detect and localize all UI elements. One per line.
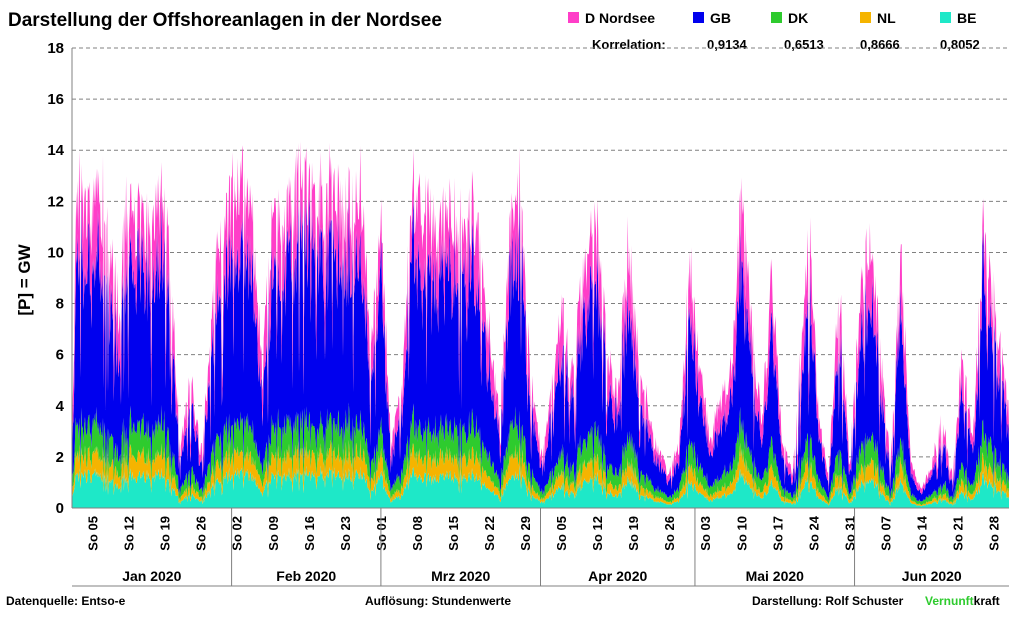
y-tick-label: 6 [56,347,64,364]
legend-item: GB [693,10,731,26]
y-axis-label: [P] = GW [15,243,34,315]
x-tick-label: So 22 [482,516,497,551]
series-area-gb [72,184,1009,502]
legend-swatch [568,12,579,23]
brand-part-kraft: kraft [974,594,1000,608]
x-tick-label: So 28 [987,516,1002,551]
footer-brand: Vernunftkraft [925,594,1000,608]
stacked-areas [72,141,1009,508]
month-labels: Jan 2020 Feb 2020 Mrz 2020 Apr 2020 Mai 2020… [122,508,962,586]
x-tick-labels: So 05 So 12 So 19 So 26 So 02 So 09 So 16 So 23… [86,515,1002,550]
legend-label: D Nordsee [585,10,655,26]
y-tick-label: 12 [47,193,64,210]
y-tick-label: 10 [47,244,64,261]
y-tick-label: 14 [47,142,64,159]
footer-author: Darstellung: Rolf Schuster [752,594,904,608]
month-label: Feb 2020 [276,568,336,584]
legend-swatch [940,12,951,23]
legend-swatch [693,12,704,23]
footer-resolution: Auflösung: Stundenwerte [365,594,511,608]
month-label: Jun 2020 [902,568,962,584]
x-tick-label: So 17 [770,516,785,551]
x-tick-label: So 05 [86,516,101,551]
series-area-dk [72,402,1009,506]
x-tick-label: So 24 [806,515,821,550]
legend: D Nordsee GB DK NL BE Korrelation: 0,9134 0,… [568,10,980,52]
month-label: Jan 2020 [122,568,181,584]
x-tick-label: So 02 [230,516,245,551]
x-tick-label: So 19 [626,516,641,551]
series-area-d-nordsee [72,141,1009,495]
month-label: Mrz 2020 [431,568,490,584]
correlation-value-dk: 0,6513 [784,37,824,52]
x-tick-label: So 05 [554,516,569,551]
month-label: Mai 2020 [746,568,805,584]
legend-label: NL [877,10,896,26]
legend-item: DK [771,10,808,26]
legend-swatch [771,12,782,23]
chart-title: Darstellung der Offshoreanlagen in der N… [8,10,442,31]
x-tick-label: So 29 [518,516,533,551]
x-tick-label: So 09 [266,516,281,551]
legend-swatch [860,12,871,23]
correlation-value-nl: 0,8666 [860,37,900,52]
legend-label: DK [788,10,808,26]
x-tick-label: So 26 [194,516,209,551]
brand-part-vernunft: Vernunft [925,594,974,608]
y-tick-label: 16 [47,91,64,108]
x-tick-label: So 14 [914,515,929,550]
legend-item: BE [940,10,976,26]
x-tick-label: So 12 [122,516,137,551]
x-tick-label: So 15 [446,516,461,551]
series-area-nl [72,438,1009,507]
y-tick-label: 18 [47,40,64,57]
correlation-label: Korrelation: [592,37,666,52]
x-tick-label: So 23 [338,516,353,551]
correlation-value-be: 0,8052 [940,37,980,52]
legend-label: BE [957,10,976,26]
x-tick-label: So 21 [951,516,966,551]
series-area-be [72,465,1009,508]
footer-source: Datenquelle: Entso-e [6,594,126,608]
y-tick-label: 2 [56,449,64,466]
month-label: Apr 2020 [588,568,647,584]
y-tick-label: 4 [56,398,65,415]
legend-label: GB [710,10,731,26]
x-tick-label: So 31 [842,516,857,551]
correlation-value-gb: 0,9134 [707,37,748,52]
legend-item: D Nordsee [568,10,655,26]
x-tick-label: So 07 [878,516,893,551]
x-tick-label: So 16 [302,516,317,551]
y-tick-label: 0 [56,500,64,517]
x-tick-label: So 26 [662,516,677,551]
x-tick-label: So 08 [410,516,425,551]
y-tick-labels: 0 2 4 6 8 10 12 14 16 18 [47,40,64,517]
x-tick-label: So 12 [590,516,605,551]
x-tick-label: So 10 [734,516,749,551]
y-tick-label: 8 [56,296,64,313]
x-tick-label: So 03 [698,516,713,551]
x-tick-label: So 19 [158,516,173,551]
legend-item: NL [860,10,896,26]
